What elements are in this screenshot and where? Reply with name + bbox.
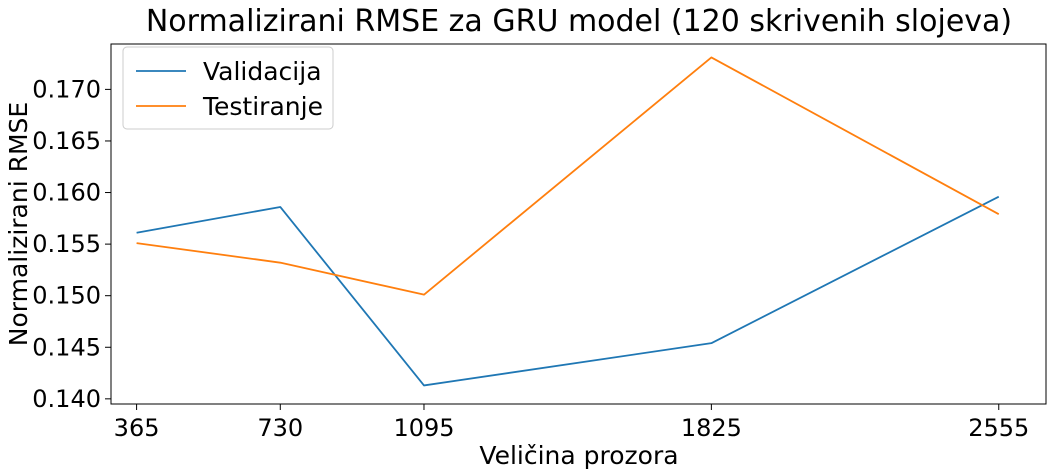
x-tick-label: 365	[114, 414, 160, 442]
y-tick-label: 0.160	[32, 179, 101, 207]
legend-box	[122, 46, 334, 130]
x-tick-label: 730	[257, 414, 303, 442]
legend-label: Validacija	[203, 57, 322, 86]
y-tick-label: 0.145	[32, 333, 101, 361]
x-tick-label: 1095	[393, 414, 454, 442]
legend-label: Testiranje	[202, 92, 323, 121]
y-axis: 0.140 0.145 0.150 0.155 0.160 0.165 0.170	[32, 75, 111, 413]
chart-title: Normalizirani RMSE za GRU model (120 skr…	[146, 4, 1012, 39]
y-axis-label: Normalizirani RMSE	[4, 102, 33, 346]
x-tick-label: 1825	[681, 414, 742, 442]
x-tick-label: 2555	[968, 414, 1029, 442]
x-axis-label: Veličina prozora	[479, 441, 678, 470]
series-line-1	[136, 56, 1000, 296]
x-axis: 365 730 1095 1825 2555	[114, 404, 1029, 442]
series-line-0	[136, 195, 1000, 387]
y-tick-label: 0.150	[32, 282, 101, 310]
plot-frame	[110, 43, 1047, 405]
y-tick-label: 0.165	[32, 127, 101, 155]
legend: Validacija Testiranje	[122, 46, 334, 130]
y-tick-label: 0.140	[32, 385, 101, 413]
y-tick-label: 0.170	[32, 75, 101, 103]
y-tick-label: 0.155	[32, 230, 101, 258]
plot-lines	[136, 56, 1000, 387]
